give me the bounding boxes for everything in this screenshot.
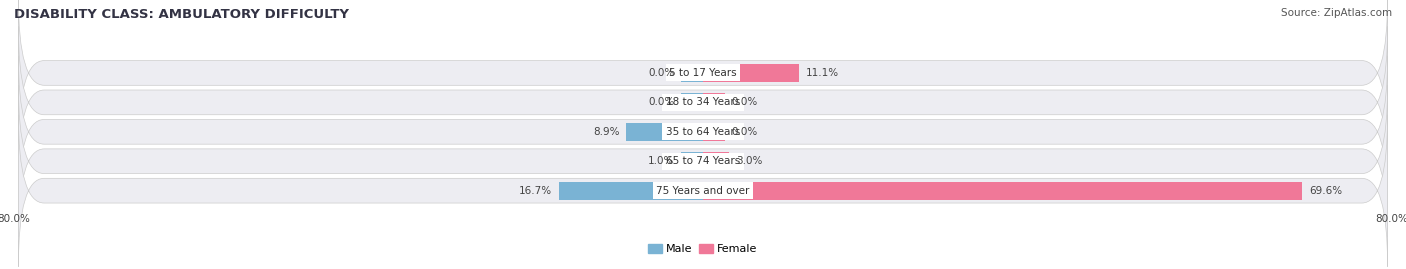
Text: 65 to 74 Years: 65 to 74 Years	[666, 156, 740, 166]
Bar	[703, 152, 728, 170]
Bar	[682, 93, 703, 111]
Text: 11.1%: 11.1%	[806, 68, 838, 78]
Legend: Male, Female: Male, Female	[644, 239, 762, 259]
Text: 0.0%: 0.0%	[731, 127, 758, 137]
FancyBboxPatch shape	[18, 85, 1388, 237]
Text: 3.0%: 3.0%	[735, 156, 762, 166]
Text: 0.0%: 0.0%	[648, 97, 675, 107]
Text: 0.0%: 0.0%	[731, 97, 758, 107]
FancyBboxPatch shape	[18, 56, 1388, 208]
Bar	[626, 123, 703, 141]
Text: 75 Years and over: 75 Years and over	[657, 186, 749, 196]
Bar	[682, 64, 703, 82]
Text: 0.0%: 0.0%	[648, 68, 675, 78]
Bar	[682, 152, 703, 170]
Bar	[703, 182, 1302, 200]
FancyBboxPatch shape	[18, 0, 1388, 149]
Text: 18 to 34 Years: 18 to 34 Years	[666, 97, 740, 107]
Text: Source: ZipAtlas.com: Source: ZipAtlas.com	[1281, 8, 1392, 18]
Text: 8.9%: 8.9%	[593, 127, 620, 137]
Text: 1.0%: 1.0%	[648, 156, 675, 166]
Text: 35 to 64 Years: 35 to 64 Years	[666, 127, 740, 137]
FancyBboxPatch shape	[18, 26, 1388, 178]
Bar	[703, 64, 799, 82]
Bar	[560, 182, 703, 200]
Text: 5 to 17 Years: 5 to 17 Years	[669, 68, 737, 78]
Text: 16.7%: 16.7%	[519, 186, 553, 196]
Text: DISABILITY CLASS: AMBULATORY DIFFICULTY: DISABILITY CLASS: AMBULATORY DIFFICULTY	[14, 8, 349, 21]
Text: 69.6%: 69.6%	[1309, 186, 1343, 196]
Bar	[703, 123, 724, 141]
FancyBboxPatch shape	[18, 115, 1388, 267]
Bar	[703, 93, 724, 111]
